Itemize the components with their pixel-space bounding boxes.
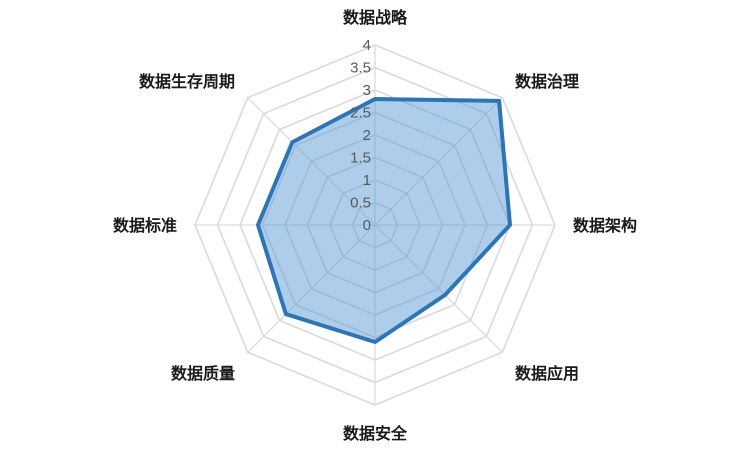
category-label-5: 数据质量 [171,364,235,383]
tick-label-0: 0 [363,217,371,234]
tick-label-1: 0.5 [350,195,371,212]
radar-series [256,97,512,344]
tick-label-6: 3 [363,82,371,99]
category-label-4: 数据安全 [343,424,408,443]
category-label-2: 数据架构 [573,216,637,235]
category-label-6: 数据标准 [113,216,177,235]
tick-label-5: 2.5 [350,105,371,122]
tick-label-7: 3.5 [350,60,371,77]
category-label-1: 数据治理 [515,72,579,91]
tick-label-2: 1 [363,172,371,189]
series-area-0 [256,97,512,344]
tick-label-8: 4 [363,37,371,54]
category-label-0: 数据战略 [343,8,408,27]
category-label-7: 数据生存周期 [139,72,235,91]
category-label-3: 数据应用 [515,364,579,383]
tick-label-3: 1.5 [350,150,371,167]
tick-label-4: 2 [363,127,371,144]
radial-tick-labels: 0 0.5 1 1.5 2 2.5 3 3.5 4 [350,37,371,234]
